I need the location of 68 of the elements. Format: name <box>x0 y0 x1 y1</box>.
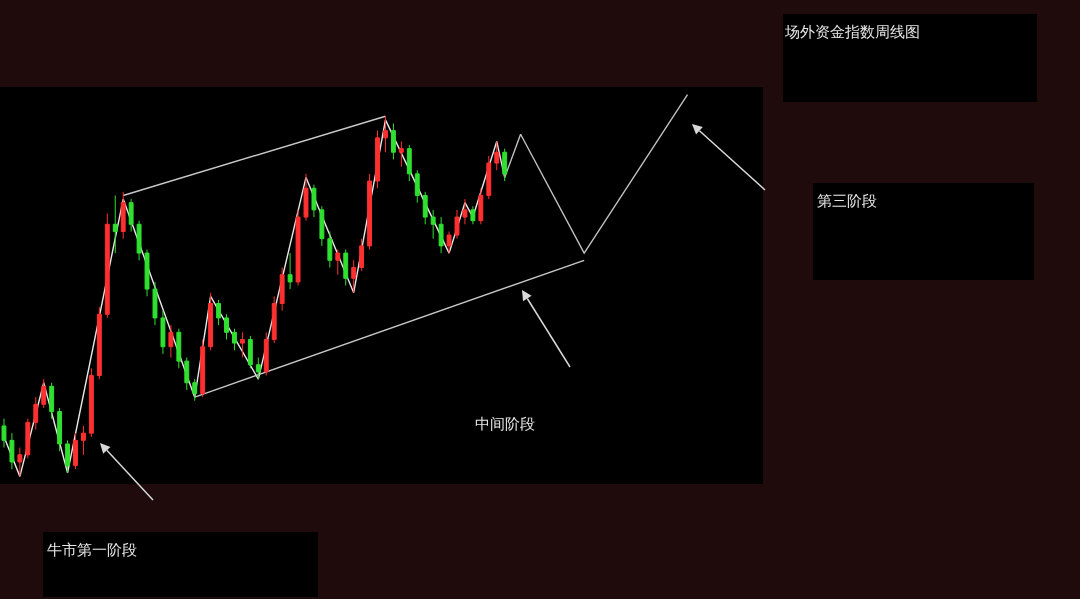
candlestick <box>335 248 341 276</box>
candlestick <box>184 357 190 391</box>
candlestick <box>168 324 174 359</box>
candlestick <box>351 259 357 294</box>
candlestick <box>406 144 412 182</box>
candlestick <box>41 378 47 409</box>
text: 牛市第一阶段 <box>47 541 137 559</box>
candlestick <box>232 328 237 351</box>
candlestick <box>454 209 460 240</box>
candlestick <box>367 173 373 250</box>
candlestick <box>136 220 142 261</box>
candlestick <box>96 306 102 380</box>
candlestick <box>57 407 63 452</box>
candlestick <box>295 209 301 286</box>
candlestick <box>494 140 500 171</box>
candlestick <box>247 335 253 369</box>
candlestick <box>470 205 476 225</box>
candlestick <box>176 328 182 369</box>
text: 场外资金指数周线图 <box>784 23 920 42</box>
candlestick <box>462 198 468 225</box>
candlestick <box>200 339 206 398</box>
candlestick <box>430 209 436 240</box>
candlestick <box>17 447 23 477</box>
candlestick <box>271 295 277 344</box>
candlestick <box>25 418 31 459</box>
candlestick <box>224 313 229 341</box>
candlestick <box>104 212 110 319</box>
candlestick <box>303 173 309 222</box>
candlestick <box>438 216 444 254</box>
candlestick <box>81 425 86 456</box>
candlestick <box>478 187 484 225</box>
candlestick <box>383 115 388 153</box>
candlestick <box>112 194 118 254</box>
candlestick <box>216 299 222 326</box>
candlestick <box>33 396 39 431</box>
candlestick <box>311 184 317 218</box>
candlestick <box>208 292 214 351</box>
candlestick <box>398 140 404 168</box>
candlestick <box>390 122 396 160</box>
candlestick <box>192 378 198 402</box>
candlestick <box>287 252 293 290</box>
candlestick <box>128 198 134 232</box>
candlestick <box>152 281 158 326</box>
candlestick <box>486 155 492 200</box>
candlestick <box>255 357 261 380</box>
candlestick <box>239 331 245 359</box>
candlestick <box>144 248 150 297</box>
candlestick <box>327 230 333 268</box>
annotation: 中间阶段 <box>475 415 535 433</box>
candlestick <box>502 148 508 182</box>
text: 第三阶段 <box>817 192 877 210</box>
candlestick <box>422 191 428 225</box>
candlestick <box>263 331 269 377</box>
candlestick <box>319 205 325 247</box>
candlestick <box>9 432 15 470</box>
candlestick <box>49 382 55 420</box>
candlestick <box>375 130 380 189</box>
candlestick <box>160 310 166 355</box>
candlestick <box>414 169 420 204</box>
candlestick <box>359 238 365 272</box>
candlestick <box>65 439 70 474</box>
candlestick <box>120 191 126 240</box>
candlestick <box>446 230 452 254</box>
candlestick <box>88 367 94 438</box>
candlestick <box>73 432 78 470</box>
candlestick <box>1 418 7 449</box>
candlestick <box>343 248 349 286</box>
candlestick <box>279 266 285 312</box>
